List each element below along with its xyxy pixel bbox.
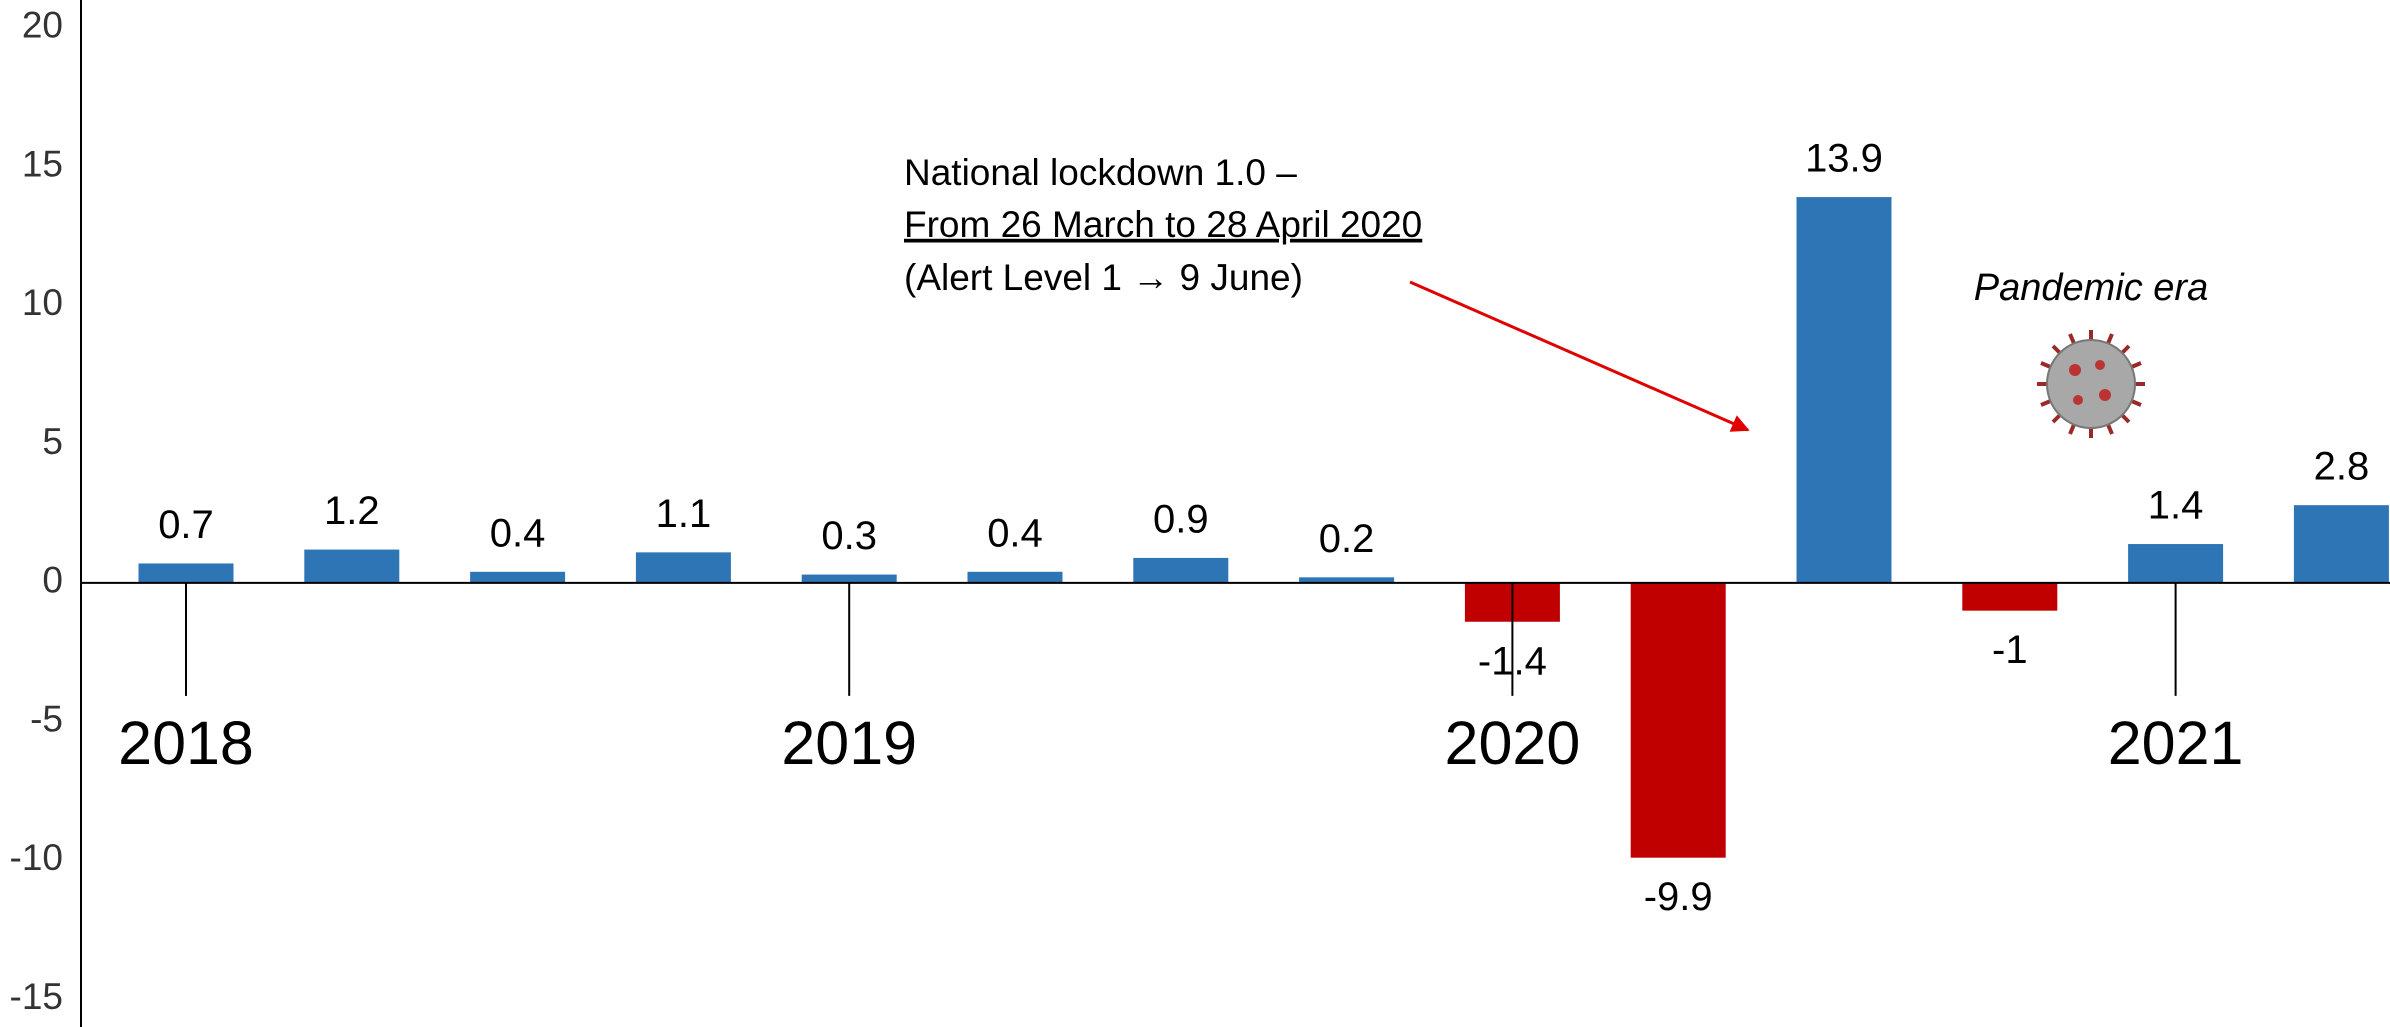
bar: [1630, 582, 1726, 858]
value-label: -1: [1992, 628, 2028, 672]
value-label: -9.9: [1644, 875, 1713, 919]
era-label: Pandemic era: [1974, 267, 2208, 309]
bar: [470, 571, 566, 583]
value-label: 0.3: [821, 514, 877, 558]
y-tick-label: -5: [30, 698, 63, 739]
value-label: 0.4: [490, 511, 546, 555]
annotation-line: From 26 March to 28 April 2020: [904, 204, 1422, 245]
bar: [967, 571, 1063, 583]
bar: [1299, 577, 1395, 583]
value-label: 13.9: [1805, 137, 1883, 181]
y-tick-label: -10: [10, 837, 63, 878]
value-label: 0.7: [158, 503, 214, 547]
annotation-line: (Alert Level 1 → 9 June): [904, 257, 1303, 298]
y-tick-label: 5: [42, 421, 63, 462]
annotation-line: National lockdown 1.0 –: [904, 152, 1297, 193]
bar: [304, 549, 400, 583]
bar: [1962, 582, 2058, 611]
x-tick-label: 2019: [781, 709, 917, 777]
bar: [138, 563, 234, 583]
value-label: 2.8: [2314, 445, 2370, 489]
x-tick-label: 2020: [1445, 709, 1581, 777]
y-tick-label: 0: [42, 560, 63, 601]
value-label: 1.4: [2148, 484, 2204, 528]
y-tick-label: -15: [10, 976, 63, 1017]
virus-icon: [2037, 330, 2145, 438]
value-label: 1.2: [324, 489, 380, 533]
bar: [2293, 505, 2389, 583]
y-tick-label: 10: [22, 282, 63, 323]
bar: [2128, 544, 2224, 583]
value-label: 0.4: [987, 511, 1043, 555]
y-tick-label: 15: [22, 143, 63, 184]
annotation-arrow: [1409, 280, 1750, 432]
value-label: 1.1: [656, 492, 712, 536]
x-tick-label: 2021: [2108, 709, 2244, 777]
value-label: 0.2: [1319, 517, 1375, 561]
x-tick-label: 2018: [118, 709, 254, 777]
bar: [1133, 557, 1229, 583]
bar: [801, 574, 897, 583]
bar: [635, 552, 731, 583]
y-tick-label: 20: [22, 5, 63, 46]
bar: [1796, 197, 1892, 583]
value-label: 0.9: [1153, 497, 1209, 541]
